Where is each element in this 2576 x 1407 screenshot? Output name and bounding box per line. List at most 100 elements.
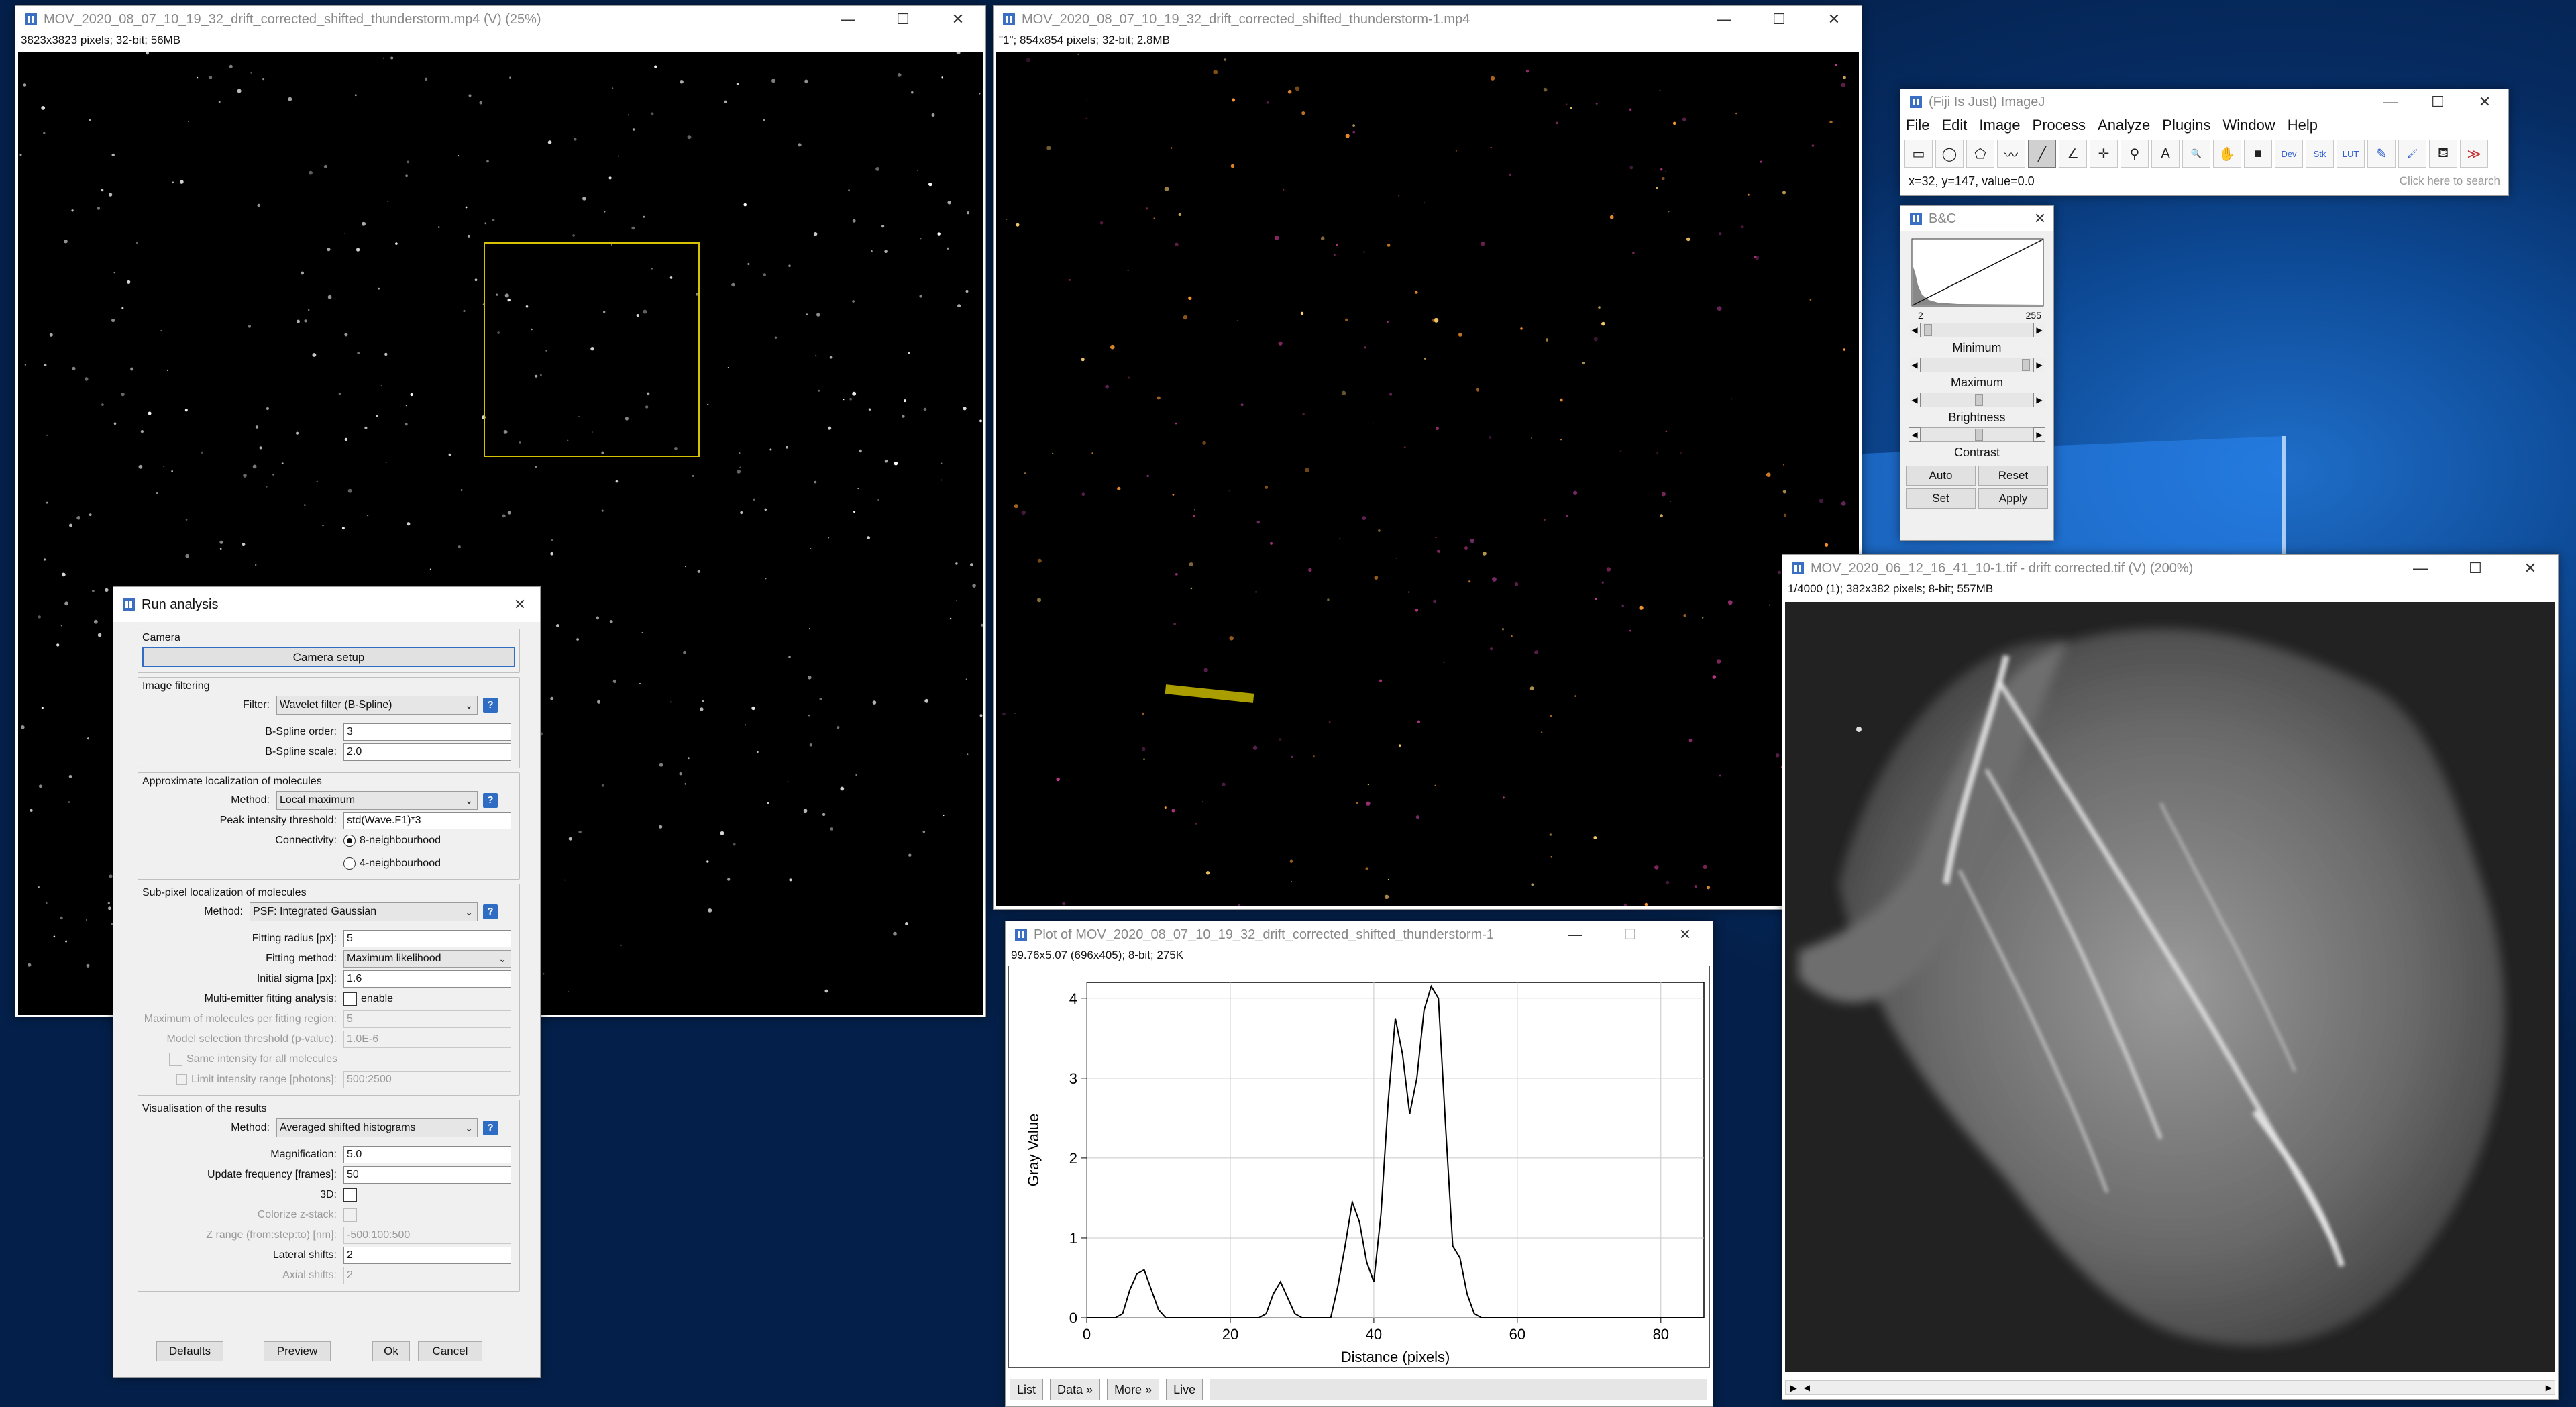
render-method-select[interactable]: Averaged shifted histograms ⌄ (276, 1118, 478, 1137)
limit-intensity-input[interactable]: 500:2500 (343, 1071, 511, 1088)
cancel-button[interactable]: Cancel (418, 1341, 482, 1361)
lut-tool-icon[interactable]: LUT (2337, 140, 2365, 168)
update-frequency-input[interactable]: 50 (343, 1166, 511, 1184)
stack-scrollbar[interactable]: ▶ ◀ ▶ (1785, 1380, 2555, 1395)
max-molecules-input[interactable]: 5 (343, 1010, 511, 1028)
point-tool-icon[interactable]: ✛ (2090, 140, 2118, 168)
pvalue-input[interactable]: 1.0E-6 (343, 1031, 511, 1048)
image-canvas[interactable] (996, 52, 1859, 906)
help-icon[interactable]: ? (483, 1121, 498, 1135)
minimum-slider[interactable]: ◀ ▶ (1909, 322, 2045, 338)
line-tool-icon[interactable]: ╱ (2028, 140, 2056, 168)
minimize-icon[interactable]: — (1568, 926, 1582, 943)
flood-fill-icon[interactable]: ⛾ (2429, 140, 2457, 168)
image-canvas[interactable] (1785, 602, 2555, 1372)
hand-tool-icon[interactable]: ✋ (2213, 140, 2241, 168)
3d-checkbox[interactable] (343, 1188, 357, 1202)
minimize-icon[interactable]: — (841, 11, 855, 28)
maximize-icon[interactable]: ☐ (896, 11, 910, 28)
help-icon[interactable]: ? (483, 698, 498, 713)
pencil-tool-icon[interactable]: ✎ (2367, 140, 2396, 168)
run-analysis-dialog[interactable]: Run analysis ✕ Camera Camera setup Image… (113, 586, 541, 1378)
maximize-icon[interactable]: ☐ (2469, 560, 2482, 576)
scroll-left-icon[interactable]: ◀ (1803, 1383, 1811, 1392)
imagej-main-window[interactable]: (Fiji Is Just) ImageJ — ☐ ✕ File Edit Im… (1900, 89, 2509, 196)
data-button[interactable]: Data » (1050, 1379, 1101, 1400)
radio-4-neighbourhood[interactable] (343, 857, 356, 870)
play-icon[interactable]: ▶ (1790, 1382, 1797, 1393)
minimize-icon[interactable]: — (1717, 11, 1731, 28)
close-icon[interactable]: ✕ (2524, 560, 2537, 576)
plot-window[interactable]: Plot of MOV_2020_08_07_10_19_32_drift_co… (1005, 921, 1713, 1407)
plot-area[interactable]: 0 20 40 60 80 0 1 2 3 4 Distance (pixels) Gray Valu… (1008, 966, 1710, 1368)
brightness-slider[interactable]: ◀ ▶ (1909, 392, 2045, 408)
filter-select[interactable]: Wavelet filter (B-Spline) ⌄ (276, 696, 478, 715)
menu-help[interactable]: Help (2287, 117, 2318, 134)
menu-plugins[interactable]: Plugins (2162, 117, 2211, 134)
bspline-scale-input[interactable]: 2.0 (343, 743, 511, 761)
rectangle-tool-icon[interactable]: ▭ (1904, 140, 1933, 168)
maximize-icon[interactable]: ☐ (1623, 926, 1637, 943)
radio-8-neighbourhood[interactable] (343, 835, 356, 847)
contrast-slider[interactable]: ◀ ▶ (1909, 427, 2045, 443)
axial-shifts-input[interactable]: 2 (343, 1267, 511, 1284)
psf-method-select[interactable]: PSF: Integrated Gaussian ⌄ (250, 902, 478, 921)
close-icon[interactable]: ✕ (951, 11, 965, 28)
fitting-radius-input[interactable]: 5 (343, 930, 511, 947)
freehand-tool-icon[interactable]: 〰 (1997, 140, 2025, 168)
list-button[interactable]: List (1010, 1379, 1044, 1400)
ok-button[interactable]: Ok (372, 1341, 410, 1361)
colorize-checkbox[interactable] (343, 1208, 357, 1222)
set-button[interactable]: Set (1906, 488, 1976, 509)
auto-button[interactable]: Auto (1906, 466, 1976, 486)
color-picker-icon[interactable]: ■ (2244, 140, 2272, 168)
oval-tool-icon[interactable]: ◯ (1935, 140, 1964, 168)
close-icon[interactable]: ✕ (1827, 11, 1841, 28)
rectangle-roi[interactable] (484, 242, 700, 457)
apply-button[interactable]: Apply (1978, 488, 2048, 509)
angle-tool-icon[interactable]: ∠ (2059, 140, 2087, 168)
close-icon[interactable]: ✕ (1678, 926, 1692, 943)
menu-window[interactable]: Window (2222, 117, 2275, 134)
z-range-input[interactable]: -500:100:500 (343, 1227, 511, 1244)
menu-process[interactable]: Process (2032, 117, 2086, 134)
search-box[interactable]: Click here to search (2399, 174, 2500, 187)
stk-tool-icon[interactable]: Stk (2306, 140, 2334, 168)
initial-sigma-input[interactable]: 1.6 (343, 970, 511, 988)
menu-file[interactable]: File (1906, 117, 1930, 134)
menu-edit[interactable]: Edit (1941, 117, 1968, 134)
zoom-tool-icon[interactable]: 🔍 (2182, 140, 2210, 168)
magnification-input[interactable]: 5.0 (343, 1146, 511, 1163)
live-button[interactable]: Live (1166, 1379, 1203, 1400)
menu-analyze[interactable]: Analyze (2098, 117, 2151, 134)
detector-method-select[interactable]: Local maximum ⌄ (276, 791, 478, 810)
more-button[interactable]: More » (1107, 1379, 1160, 1400)
minimize-icon[interactable]: — (2413, 560, 2428, 576)
scroll-right-icon[interactable]: ▶ (2545, 1383, 2552, 1392)
reset-button[interactable]: Reset (1978, 466, 2048, 486)
maximize-icon[interactable]: ☐ (2431, 93, 2445, 110)
same-intensity-checkbox[interactable] (169, 1053, 182, 1066)
close-icon[interactable]: ✕ (2478, 93, 2491, 110)
maximum-slider[interactable]: ◀ ▶ (1909, 357, 2045, 373)
brightness-contrast-window[interactable]: B&C ✕ 2 255 ◀ ▶ Minimum ◀ ▶ Maximum ◀ ▶ Bri… (1900, 205, 2054, 541)
defaults-button[interactable]: Defaults (156, 1341, 223, 1361)
help-icon[interactable]: ? (483, 904, 498, 919)
menu-image[interactable]: Image (1979, 117, 2021, 134)
peak-threshold-input[interactable]: std(Wave.F1)*3 (343, 812, 511, 829)
camera-setup-button[interactable]: Camera setup (142, 647, 515, 667)
brush-tool-icon[interactable]: 🖌 (2398, 140, 2426, 168)
fitting-method-select[interactable]: Maximum likelihood ⌄ (343, 950, 511, 968)
lateral-shifts-input[interactable]: 2 (343, 1247, 511, 1264)
help-icon[interactable]: ? (483, 793, 498, 808)
maximize-icon[interactable]: ☐ (1772, 11, 1786, 28)
text-tool-icon[interactable]: A (2151, 140, 2180, 168)
dev-tool-icon[interactable]: Dev (2275, 140, 2303, 168)
multi-emitter-checkbox[interactable] (343, 992, 357, 1006)
polygon-tool-icon[interactable]: ⬠ (1966, 140, 1994, 168)
wand-tool-icon[interactable]: ⚲ (2121, 140, 2149, 168)
limit-intensity-checkbox[interactable] (176, 1074, 187, 1085)
more-tools-icon[interactable]: ≫ (2460, 140, 2488, 168)
crop-image-window[interactable]: MOV_2020_08_07_10_19_32_drift_corrected_… (993, 5, 1862, 910)
tif-image-window[interactable]: MOV_2020_06_12_16_41_10-1.tif - drift co… (1782, 554, 2559, 1400)
